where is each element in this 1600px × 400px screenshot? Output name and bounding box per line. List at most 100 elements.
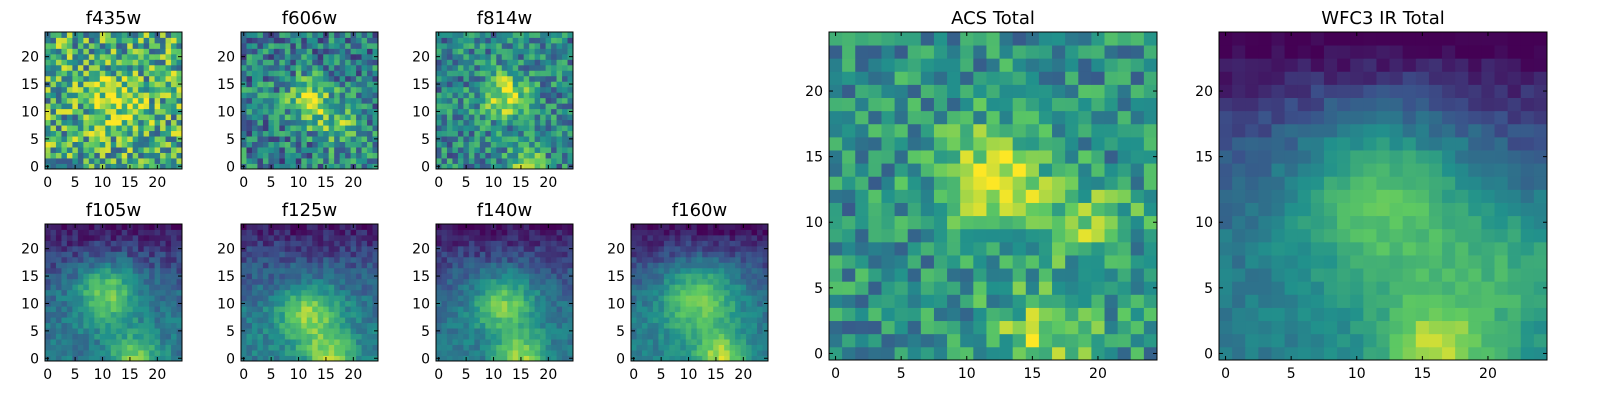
heatmap-cell	[257, 32, 264, 38]
heatmap-cell	[545, 75, 552, 82]
heatmap-cell	[680, 240, 687, 247]
heatmap-cell	[55, 328, 62, 334]
heatmap-cell	[436, 114, 442, 121]
heatmap-cell	[77, 75, 84, 82]
heatmap-cell	[751, 262, 758, 269]
heatmap-cell	[176, 70, 183, 77]
heatmap-cell	[284, 262, 291, 269]
heatmap-cell	[132, 344, 139, 351]
heatmap-cell	[757, 350, 763, 356]
heatmap-cell	[110, 333, 117, 340]
heatmap-cell	[545, 114, 552, 121]
heatmap-cell	[868, 346, 882, 361]
heatmap-cell	[696, 289, 703, 296]
heatmap-cell	[512, 92, 519, 99]
heatmap-cell	[246, 92, 253, 99]
heatmap-cell	[116, 311, 123, 318]
heatmap-cell	[507, 229, 514, 236]
heatmap-cell	[262, 267, 269, 274]
heatmap-cell	[523, 278, 530, 285]
heatmap-cell	[729, 289, 736, 296]
heatmap-cell	[306, 32, 313, 38]
heatmap-cell	[757, 295, 763, 302]
heatmap-cell	[268, 92, 275, 99]
heatmap-cell	[72, 59, 79, 66]
heatmap-cell	[529, 37, 536, 44]
heatmap-cell	[312, 108, 319, 115]
heatmap-cell	[669, 344, 676, 351]
heatmap-cell	[523, 295, 530, 302]
heatmap-cell	[920, 163, 935, 177]
heatmap-cell	[468, 136, 475, 142]
heatmap-cell	[350, 119, 357, 126]
heatmap-cell	[312, 273, 319, 280]
heatmap-cell	[567, 86, 574, 93]
heatmap-cell	[246, 333, 253, 340]
heatmap-cell	[110, 350, 117, 356]
heatmap-cell	[50, 42, 57, 49]
heatmap-cell	[361, 147, 368, 153]
heatmap-cell	[523, 350, 530, 356]
heatmap-cell	[372, 119, 379, 126]
heatmap-cell	[246, 322, 253, 329]
heatmap-cell	[116, 251, 123, 258]
heatmap-cell	[735, 339, 741, 345]
heatmap-cell	[474, 322, 481, 329]
heatmap-cell	[110, 355, 117, 362]
heatmap-cell	[490, 141, 497, 148]
heatmap-cell	[735, 267, 741, 274]
heatmap-cell	[545, 300, 552, 307]
heatmap-cell	[66, 267, 73, 274]
heatmap-cell	[490, 317, 497, 324]
heatmap-cell	[1104, 176, 1119, 190]
heatmap-cell	[490, 339, 497, 345]
heatmap-cell	[680, 262, 687, 269]
heatmap-cell	[176, 42, 183, 49]
heatmap-cell	[479, 344, 486, 351]
heatmap-cell	[350, 75, 357, 82]
heatmap-cell	[88, 256, 95, 263]
heatmap-cell	[143, 59, 150, 66]
heatmap-cell	[751, 267, 758, 274]
heatmap-cell	[72, 158, 79, 164]
heatmap-cell	[171, 355, 177, 362]
heatmap-cell	[246, 70, 253, 77]
heatmap-cell	[88, 75, 95, 82]
heatmap-cell	[171, 32, 177, 38]
heatmap-cell	[246, 163, 253, 170]
heatmap-cell	[94, 278, 101, 285]
heatmap-cell	[317, 344, 324, 351]
heatmap-cell	[999, 281, 1014, 295]
heatmap-cell	[154, 37, 161, 44]
heatmap-cell	[551, 158, 557, 164]
heatmap-cell	[273, 251, 280, 258]
heatmap-cell	[262, 147, 269, 153]
heatmap-cell	[446, 86, 453, 93]
heatmap-cell	[83, 59, 90, 66]
heatmap-cell	[735, 306, 741, 313]
heatmap-cell	[474, 355, 481, 362]
heatmap-cell	[735, 262, 741, 269]
heatmap-cell	[77, 306, 84, 313]
heatmap-cell	[562, 251, 568, 258]
heatmap-cell	[685, 262, 692, 269]
heatmap-cell	[99, 147, 106, 153]
heatmap-cell	[116, 141, 123, 148]
heatmap-cell	[284, 163, 291, 170]
heatmap-cell	[273, 48, 280, 55]
heatmap-cell	[361, 130, 368, 137]
heatmap-cell	[55, 86, 62, 93]
heatmap-cell	[920, 228, 935, 243]
heatmap-cell	[1052, 320, 1066, 335]
heatmap-cell	[241, 278, 247, 285]
heatmap-cell	[121, 103, 128, 110]
heatmap-cell	[718, 289, 725, 296]
heatmap-cell	[66, 158, 73, 164]
heatmap-cell	[685, 322, 692, 329]
heatmap-cell	[562, 152, 568, 159]
heatmap-cell	[523, 273, 530, 280]
heatmap-cell	[339, 256, 346, 263]
heatmap-cell	[328, 158, 335, 164]
heatmap-cell	[323, 245, 330, 252]
heatmap-cell	[512, 158, 519, 164]
